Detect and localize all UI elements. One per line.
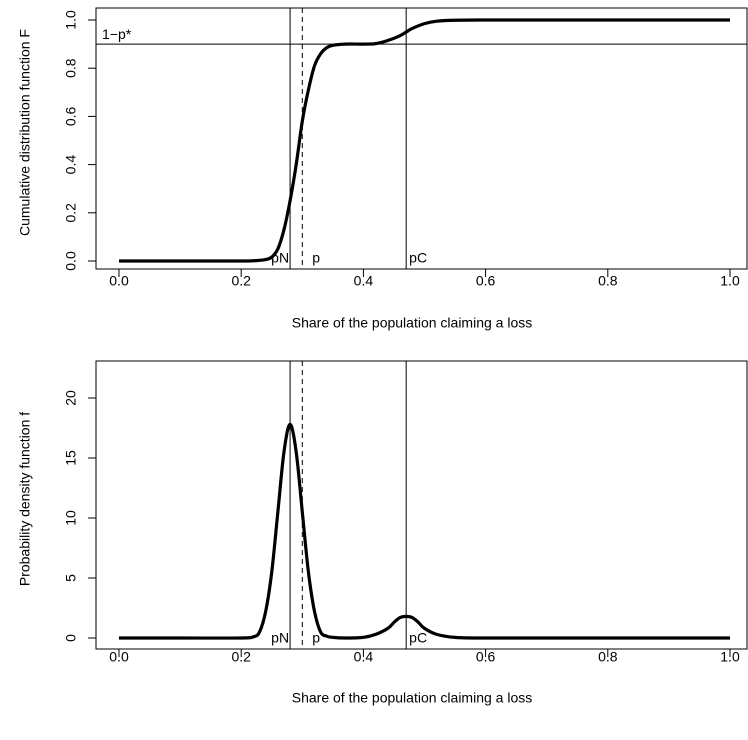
hline-label: 1−p* — [102, 26, 132, 42]
y-tick-label: 10 — [63, 510, 79, 526]
vline-label: pC — [409, 630, 427, 646]
vline-label: pN — [271, 630, 289, 646]
plot-frame — [95, 360, 748, 650]
y-axis-title: Cumulative distribution function F — [17, 29, 33, 236]
series-line — [118, 422, 730, 640]
y-tick-label: 0.6 — [63, 106, 79, 126]
cdf-panel: 0.0 0.2 0.4 0.6 0.8 1.0 0.0 0.2 0.4 0.6 0.8 1.0 Shar… — [17, 7, 748, 331]
y-tick-label: 0.0 — [63, 251, 79, 271]
x-tick-label: 1.0 — [720, 649, 740, 665]
pdf-panel: 0.0 0.2 0.4 0.6 0.8 1.0 0 5 10 15 20 Share of the p… — [17, 360, 748, 706]
vline-label: pN — [271, 250, 289, 266]
x-axis-title: Share of the population claiming a loss — [292, 315, 532, 331]
y-tick-label: 0.8 — [63, 58, 79, 78]
vline-label: p — [312, 630, 320, 646]
x-axis-title: Share of the population claiming a loss — [292, 690, 532, 706]
x-tick-label: 0.4 — [354, 649, 374, 665]
y-tick-label: 0.2 — [63, 203, 79, 223]
y-tick-label: 15 — [63, 450, 79, 466]
x-tick-label: 0.2 — [231, 273, 251, 289]
x-tick-label: 0.4 — [354, 273, 374, 289]
x-tick-label: 0.6 — [476, 273, 496, 289]
x-tick-label: 0.8 — [598, 273, 618, 289]
series-line — [119, 18, 730, 263]
x-tick-label: 1.0 — [720, 273, 740, 289]
x-tick-label: 0.0 — [109, 273, 129, 289]
y-tick-label: 0 — [63, 634, 79, 642]
y-axis-title: Probability density function f — [17, 412, 33, 586]
y-tick-label: 5 — [63, 574, 79, 582]
x-tick-label: 0.0 — [109, 649, 129, 665]
plot-frame — [95, 7, 748, 270]
y-tick-label: 20 — [63, 390, 79, 406]
vline-label: p — [312, 250, 320, 266]
vline-label: pC — [409, 250, 427, 266]
x-tick-label: 0.2 — [231, 649, 251, 665]
x-tick-label: 0.6 — [476, 649, 496, 665]
y-tick-label: 1.0 — [63, 10, 79, 30]
x-tick-label: 0.8 — [598, 649, 618, 665]
y-tick-label: 0.4 — [63, 155, 79, 175]
